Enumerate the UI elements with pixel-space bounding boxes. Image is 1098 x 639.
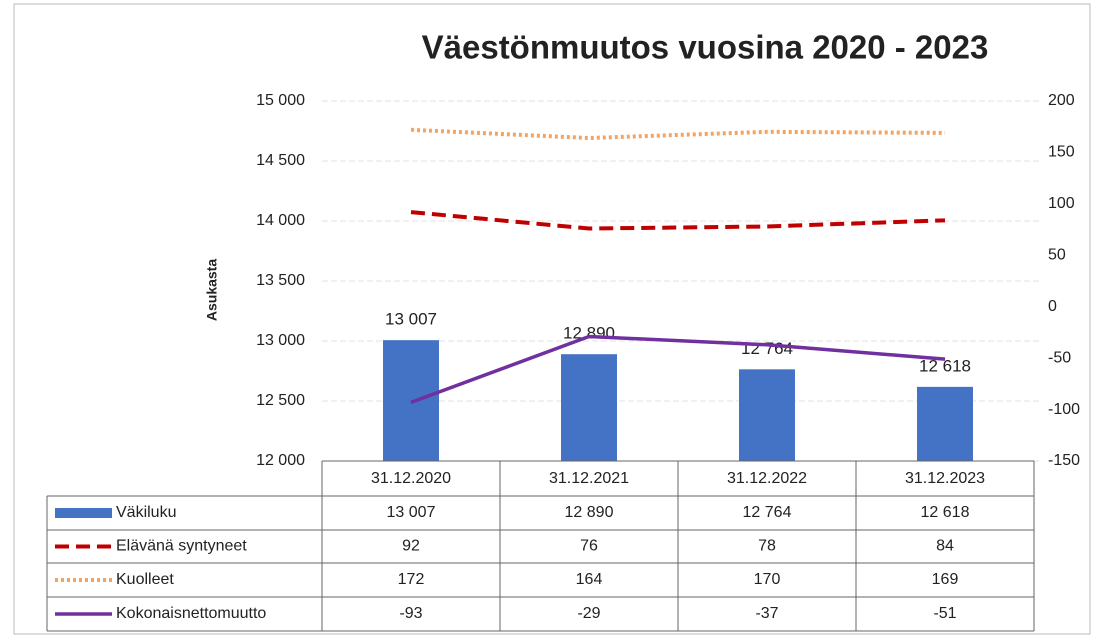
y2-tick-label: 0 bbox=[1048, 298, 1057, 315]
table-cell: 169 bbox=[932, 571, 959, 588]
y-tick-label: 13 000 bbox=[256, 332, 305, 349]
table-cell: 172 bbox=[398, 571, 425, 588]
y-tick-label: 14 000 bbox=[256, 212, 305, 229]
line-series bbox=[410, 127, 946, 141]
table-cell: 76 bbox=[580, 538, 598, 555]
table-cell: 164 bbox=[576, 571, 603, 588]
table-cell: 12 890 bbox=[565, 504, 614, 521]
legend-label: Elävänä syntyneet bbox=[116, 538, 247, 555]
table-cell: 170 bbox=[754, 571, 781, 588]
table-cell: 12 764 bbox=[743, 504, 792, 521]
bar bbox=[917, 386, 973, 461]
table-cell: 13 007 bbox=[387, 504, 436, 521]
x-tick-label: 31.12.2023 bbox=[905, 470, 985, 487]
y-tick-label: 15 000 bbox=[256, 92, 305, 109]
table-cell: -29 bbox=[577, 605, 600, 622]
chart-frame bbox=[13, 3, 1091, 635]
bar bbox=[739, 369, 795, 461]
y2-tick-label: 50 bbox=[1048, 247, 1066, 264]
table-cell: 12 618 bbox=[921, 504, 970, 521]
y-tick-label: 12 500 bbox=[256, 392, 305, 409]
y-tick-label: 13 500 bbox=[256, 272, 305, 289]
table-cell: -37 bbox=[755, 605, 778, 622]
legend-label: Kokonaisnettomuutto bbox=[116, 605, 266, 622]
y2-tick-label: -100 bbox=[1048, 401, 1080, 418]
y2-tick-label: -150 bbox=[1048, 452, 1080, 469]
line-series bbox=[410, 210, 946, 231]
legend-label: Väkiluku bbox=[116, 504, 176, 521]
legend-symbol bbox=[55, 508, 112, 518]
y-tick-label: 14 500 bbox=[256, 152, 305, 169]
table-cell: -51 bbox=[933, 605, 956, 622]
data-label: 12 890 bbox=[563, 324, 615, 343]
table-cell: 84 bbox=[936, 538, 954, 555]
x-tick-label: 31.12.2020 bbox=[371, 470, 451, 487]
table-cell: 78 bbox=[758, 538, 776, 555]
bar bbox=[561, 354, 617, 461]
data-label: 13 007 bbox=[385, 310, 437, 329]
data-label: 12 764 bbox=[741, 339, 793, 358]
y2-tick-label: 150 bbox=[1048, 144, 1075, 161]
table-cell: 92 bbox=[402, 538, 420, 555]
data-label: 12 618 bbox=[919, 356, 971, 375]
chart-title: Väestönmuutos vuosina 2020 - 2023 bbox=[422, 29, 989, 66]
y-tick-label: 12 000 bbox=[256, 452, 305, 469]
table-cell: -93 bbox=[399, 605, 422, 622]
y2-tick-label: -50 bbox=[1048, 349, 1071, 366]
line-series bbox=[410, 334, 946, 405]
x-tick-label: 31.12.2021 bbox=[549, 470, 629, 487]
y-axis-label: Asukasta bbox=[204, 259, 220, 321]
x-tick-label: 31.12.2022 bbox=[727, 470, 807, 487]
y2-tick-label: 200 bbox=[1048, 92, 1075, 109]
legend-label: Kuolleet bbox=[116, 571, 174, 588]
y2-tick-label: 100 bbox=[1048, 195, 1075, 212]
